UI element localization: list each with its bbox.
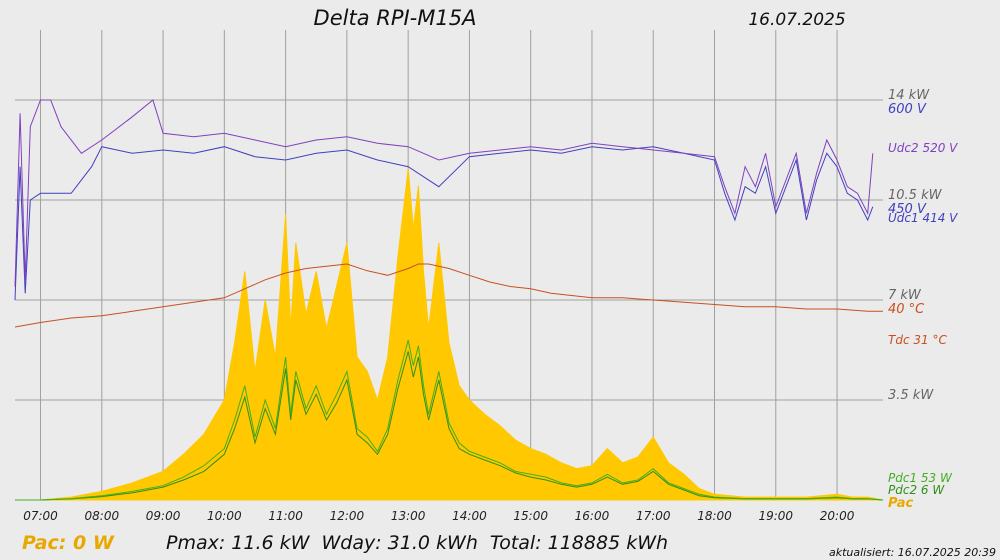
x-tick-label-8: 15:00 (513, 509, 548, 523)
x-tick-label-3: 10:00 (207, 509, 242, 523)
series-pac-area (15, 168, 884, 501)
x-tick-label-4: 11:00 (268, 509, 303, 523)
chart-title: Delta RPI-M15A (314, 6, 477, 30)
power-tick-14: 14 kW (888, 88, 930, 103)
chart-date: 16.07.2025 (748, 10, 845, 30)
x-tick-label-5: 12:00 (330, 509, 365, 523)
x-tick-label-6: 13:00 (391, 509, 426, 523)
series-udc2-line (14, 99, 874, 287)
voltage-tick-600: 600 V (888, 102, 927, 117)
legend-pdc2: Pdc2 6 W (888, 483, 945, 497)
legend-tdc: Tdc 31 °C (888, 333, 947, 347)
x-tick-label-10: 17:00 (636, 509, 671, 523)
series-legend: Udc2 520 V Udc1 414 V Tdc 31 °C Pdc1 53 … (888, 141, 958, 511)
last-updated: aktualisiert: 16.07.2025 20:39 (829, 546, 996, 559)
x-tick-label-7: 14:00 (452, 509, 487, 523)
vertical-gridlines (40, 30, 838, 500)
legend-pac: Pac (888, 496, 913, 511)
x-tick-label-11: 18:00 (697, 509, 732, 523)
power-tick-7: 7 kW (888, 288, 922, 303)
legend-udc2: Udc2 520 V (888, 141, 958, 155)
x-tick-label-0: 07:00 (23, 509, 58, 523)
voltage-tick-450: 450 V (888, 202, 927, 217)
series-layer (14, 99, 884, 501)
power-tick-3-5: 3.5 kW (888, 388, 934, 403)
series-tdc-line (14, 263, 883, 328)
x-tick-label-2: 09:00 (146, 509, 181, 523)
x-tick-labels: 07:00 08:00 09:00 10:00 11:00 12:00 13:00 14:00… (23, 509, 854, 523)
series-pdc1-line (15, 339, 884, 501)
x-tick-label-9: 16:00 (575, 509, 610, 523)
legend-udc1: Udc1 414 V (888, 211, 958, 225)
series-udc1-line (14, 146, 874, 301)
x-tick-label-13: 20:00 (820, 509, 855, 523)
power-tick-10-5: 10.5 kW (888, 188, 943, 203)
temperature-tick-40: 40 °C (888, 302, 925, 317)
daily-summary: Pmax: 11.6 kW Wday: 31.0 kWh Total: 1188… (166, 532, 668, 554)
x-tick-label-1: 08:00 (85, 509, 120, 523)
series-pdc2-line (15, 351, 884, 501)
current-pac: Pac: 0 W (22, 532, 115, 554)
legend-pdc1: Pdc1 53 W (888, 471, 953, 485)
right-axis-labels: 14 kW 600 V 10.5 kW 450 V 7 kW 40 °C 3.5… (888, 88, 943, 403)
x-tick-label-12: 19:00 (758, 509, 793, 523)
